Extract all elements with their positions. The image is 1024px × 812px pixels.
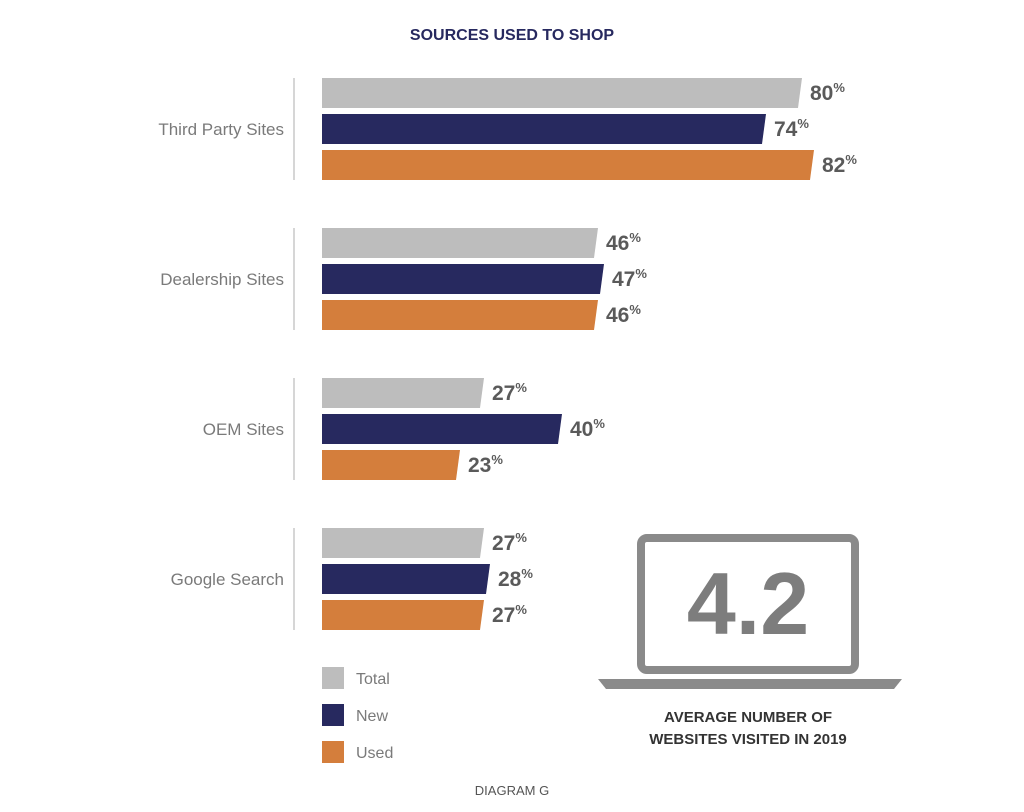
data-label: 74% bbox=[774, 116, 809, 141]
data-label: 27% bbox=[492, 530, 527, 555]
data-label: 47% bbox=[612, 266, 647, 291]
data-label: 80% bbox=[810, 80, 845, 105]
category-label: OEM Sites bbox=[203, 420, 284, 439]
diagram-label: DIAGRAM G bbox=[475, 783, 549, 798]
category-label: Dealership Sites bbox=[160, 270, 284, 289]
legend-swatch-used bbox=[322, 741, 344, 763]
bars-group: Third Party Sites 80%74% 82% Dealership Sit… bbox=[158, 78, 857, 630]
bar-new bbox=[322, 564, 490, 594]
average-websites-value: 4.2 bbox=[687, 554, 809, 653]
data-label: 40% bbox=[570, 416, 605, 441]
callout-caption-line2: WEBSITES VISITED IN 2019 bbox=[649, 731, 847, 748]
chart-title: SOURCES USED TO SHOP bbox=[410, 27, 615, 44]
legend: Total New Used bbox=[322, 667, 393, 763]
bar-new bbox=[322, 414, 562, 444]
bar-total bbox=[322, 528, 484, 558]
laptop-screen bbox=[637, 534, 859, 674]
bar-total bbox=[322, 228, 598, 258]
legend-label-new: New bbox=[356, 708, 388, 725]
bar-used bbox=[322, 600, 484, 630]
bar-new bbox=[322, 114, 766, 144]
category-label: Third Party Sites bbox=[158, 120, 284, 139]
category-label: Google Search bbox=[171, 570, 284, 589]
legend-swatch-new bbox=[322, 704, 344, 726]
bar-total bbox=[322, 378, 484, 408]
data-label: 46% bbox=[606, 302, 641, 327]
data-label: 27% bbox=[492, 380, 527, 405]
data-label: 27% bbox=[492, 602, 527, 627]
data-label: 46% bbox=[606, 230, 641, 255]
legend-swatch-total bbox=[322, 667, 344, 689]
bar-used bbox=[322, 450, 460, 480]
legend-label-total: Total bbox=[356, 671, 390, 688]
bar-new bbox=[322, 264, 604, 294]
laptop-base bbox=[598, 679, 902, 689]
legend-label-used: Used bbox=[356, 745, 393, 762]
data-label: 28% bbox=[498, 566, 533, 591]
bar-used bbox=[322, 150, 814, 180]
callout-caption-line1: AVERAGE NUMBER OF bbox=[664, 709, 832, 726]
data-label: 23% bbox=[468, 452, 503, 477]
laptop-icon bbox=[598, 534, 902, 689]
bar-total bbox=[322, 78, 802, 108]
bar-used bbox=[322, 300, 598, 330]
data-label: 82% bbox=[822, 152, 857, 177]
